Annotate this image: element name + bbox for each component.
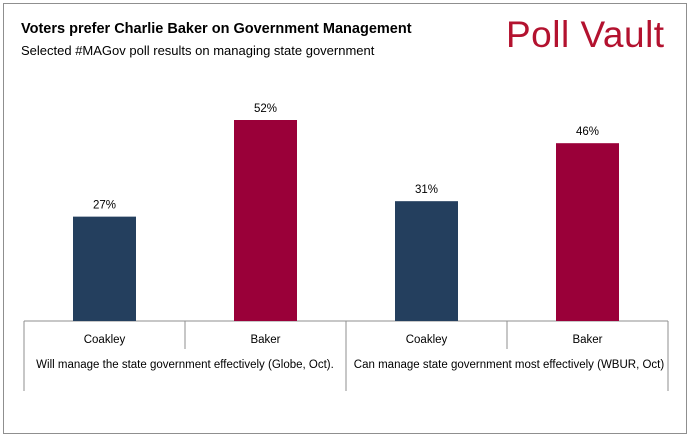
poll-vault-logo: Poll Vault bbox=[506, 14, 665, 55]
category-label: Coakley bbox=[84, 334, 126, 346]
data-label: 31% bbox=[415, 184, 438, 196]
data-label: 27% bbox=[93, 200, 116, 212]
category-label: Baker bbox=[572, 334, 602, 346]
data-label: 52% bbox=[254, 103, 277, 115]
bar-coakley bbox=[73, 216, 136, 321]
bar-baker bbox=[556, 143, 619, 321]
data-label: 46% bbox=[576, 126, 599, 138]
chart-subtitle: Selected #MAGov poll results on managing… bbox=[21, 43, 375, 58]
group-label-wbur: Can manage state government most effecti… bbox=[353, 359, 665, 371]
category-label: Baker bbox=[250, 334, 280, 346]
category-label: Coakley bbox=[406, 334, 448, 346]
bar-baker bbox=[234, 120, 297, 321]
bar-coakley bbox=[395, 201, 458, 321]
chart-title: Voters prefer Charlie Baker on Governmen… bbox=[21, 21, 412, 37]
group-label-globe: Will manage the state government effecti… bbox=[36, 359, 334, 371]
